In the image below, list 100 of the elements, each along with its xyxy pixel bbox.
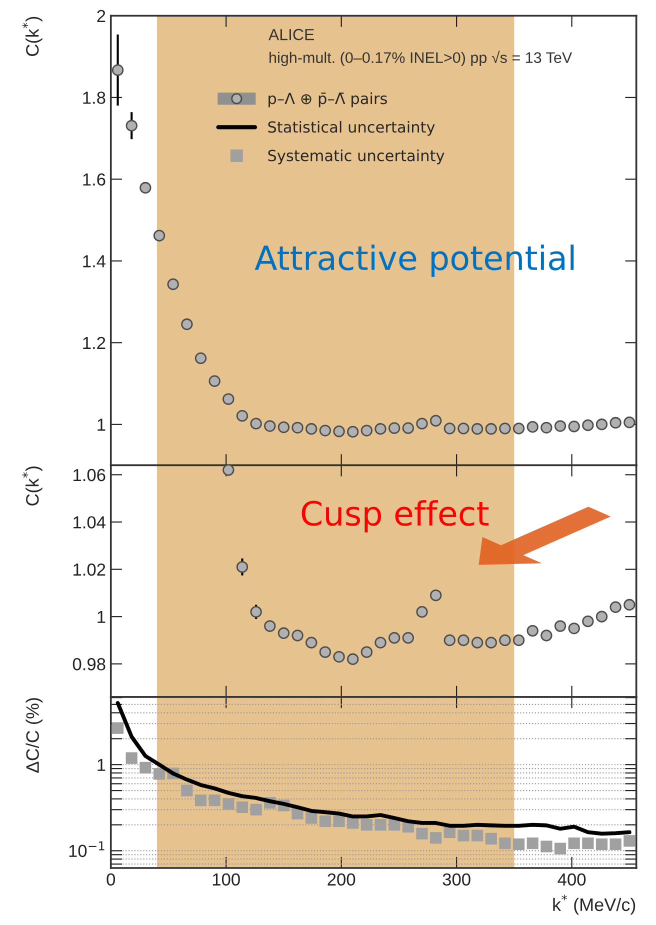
annotation: ALICE [268,28,314,40]
point [264,420,276,432]
point [319,424,332,436]
point [610,601,622,613]
point [554,842,566,854]
point [596,838,608,850]
point [333,815,345,828]
y-tick-label: 1.04 [74,516,106,528]
x-tick-label: 0 [106,873,116,886]
y-tick-label: 2 [97,10,106,22]
point [402,632,414,644]
point [319,646,332,658]
point [485,423,497,435]
point [471,636,484,648]
y-tick-label: 1.8 [83,92,106,104]
y-axis-title: ΔC/C (%) [26,698,43,773]
point [512,634,525,646]
point [430,832,442,844]
x-tick-label: 400 [558,873,586,886]
point [374,819,386,831]
point [540,422,552,434]
y-axis-title: C(k$^{*}$) [22,16,42,56]
point [236,410,248,422]
x-tick-label: 300 [442,873,470,886]
point [526,837,538,850]
point [264,620,276,632]
point [568,837,580,850]
point [208,375,220,387]
point [306,423,318,435]
point [222,798,234,810]
point [292,630,304,642]
point [624,416,636,428]
point [333,650,345,663]
point [430,589,442,602]
y-tick-label: 10$^{−1}$ [69,841,104,858]
point [140,182,152,194]
point [458,634,470,646]
point [582,615,594,628]
point [236,561,248,573]
point [333,426,345,438]
point [499,422,511,434]
point [181,318,193,330]
y-axis-title: C(k$^{*}$) [22,466,42,506]
y-tick-label: 1 [98,610,106,623]
point [153,230,166,242]
point [624,835,636,847]
point [278,421,290,434]
point [374,636,386,648]
point [471,830,484,842]
point [278,627,290,639]
point [540,630,552,642]
point [554,620,566,632]
point [306,636,318,648]
point [250,418,262,430]
annotation: Attractive potential [254,244,574,277]
point [526,624,538,637]
point [222,393,234,405]
point [250,804,262,816]
point [471,423,484,435]
point [485,832,497,845]
y-tick-label: 0.98 [72,658,106,670]
point [526,421,538,433]
point [126,752,138,764]
point [360,424,373,436]
point [250,606,262,618]
point [416,606,428,618]
point [568,420,580,432]
point [444,634,456,646]
y-tick-label: 1 [98,758,106,771]
point [374,423,386,435]
point [388,422,400,434]
point [444,826,456,838]
point [582,419,594,432]
point [292,422,304,434]
point [194,794,207,806]
legend-label: Statistical uncertainty [268,120,435,136]
point [181,784,193,796]
y-tick-label: 1.4 [83,255,106,268]
point [458,422,470,434]
point [485,636,497,648]
point [554,420,566,432]
point [582,837,594,850]
annotation: Cusp effect [302,500,489,532]
point [360,646,373,658]
point [416,828,428,840]
y-tick-label: 1.02 [74,563,106,576]
x-tick-label: 200 [328,873,356,886]
point [568,622,580,634]
point [596,610,608,622]
point [416,418,428,430]
point [540,840,552,852]
x-axis-title: k$^{*}$ (MeV/c) [553,894,636,915]
point [140,762,152,774]
legend-label: Systematic uncertainty [268,149,444,164]
point [153,768,166,780]
point [347,426,359,438]
point [126,120,138,132]
point [499,634,511,646]
point [319,815,332,828]
point [112,64,124,76]
